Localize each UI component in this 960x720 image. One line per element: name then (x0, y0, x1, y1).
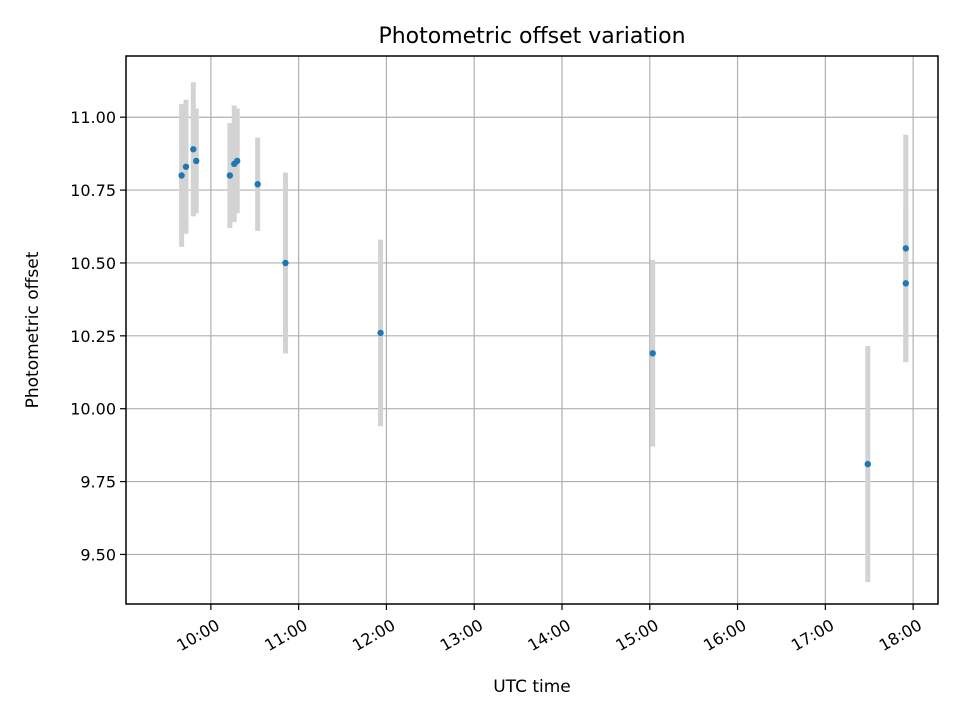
data-point (649, 350, 656, 357)
data-point (864, 460, 871, 468)
y-tick-label: 10.00 (70, 400, 116, 419)
y-tick-label: 9.75 (80, 473, 116, 492)
y-tick-label: 10.50 (70, 254, 116, 273)
data-point (182, 163, 190, 170)
data-point (902, 245, 910, 252)
data-point (226, 172, 234, 179)
data-point (377, 329, 384, 337)
data-point (190, 146, 197, 153)
y-tick-label: 11.00 (70, 108, 116, 127)
y-axis: 9.50 9.75 10.00 10.25 10.50 10.75 11.00 (70, 108, 126, 564)
x-axis-label: UTC time (493, 677, 571, 697)
data-point (233, 157, 241, 165)
point-layer (178, 146, 910, 468)
data-point (282, 259, 289, 267)
data-point (254, 181, 261, 188)
y-tick-label: 9.50 (80, 545, 116, 564)
y-tick-label: 10.75 (70, 181, 116, 200)
data-point (902, 280, 910, 287)
y-tick-label: 10.25 (70, 327, 116, 346)
chart-title: Photometric offset variation (378, 24, 685, 49)
data-point (178, 172, 185, 179)
grid-layer (126, 56, 938, 604)
plot-frame (125, 55, 939, 605)
data-point (193, 157, 200, 165)
y-axis-label: Photometric offset (23, 251, 43, 408)
